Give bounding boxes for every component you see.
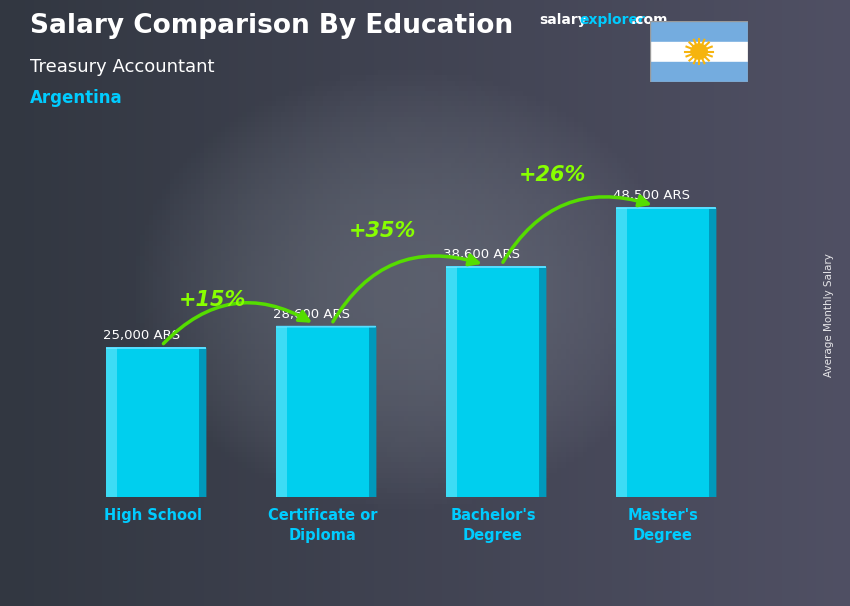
Text: Treasury Accountant: Treasury Accountant [30,58,214,76]
FancyBboxPatch shape [446,267,457,497]
Text: 25,000 ARS: 25,000 ARS [103,329,180,342]
Polygon shape [540,267,546,497]
Text: .com: .com [631,13,668,27]
Text: salary: salary [540,13,587,27]
FancyBboxPatch shape [106,348,200,497]
FancyBboxPatch shape [276,327,370,497]
Bar [650,21,748,42]
Polygon shape [710,208,716,497]
Polygon shape [200,348,206,497]
FancyBboxPatch shape [446,267,540,497]
Bar [650,62,748,82]
Text: Salary Comparison By Education: Salary Comparison By Education [30,13,513,39]
FancyBboxPatch shape [616,208,710,497]
Text: 38,600 ARS: 38,600 ARS [443,248,520,261]
Text: 48,500 ARS: 48,500 ARS [613,189,690,202]
FancyBboxPatch shape [276,327,287,497]
Polygon shape [370,327,376,497]
Circle shape [691,44,707,59]
Text: Argentina: Argentina [30,89,122,107]
Text: explorer: explorer [580,13,646,27]
Text: +26%: +26% [518,165,586,185]
Text: +35%: +35% [348,221,416,241]
Text: +15%: +15% [178,290,246,310]
Text: Average Monthly Salary: Average Monthly Salary [824,253,834,377]
Bar [650,41,748,62]
FancyBboxPatch shape [106,348,117,497]
FancyBboxPatch shape [616,208,627,497]
Text: 28,600 ARS: 28,600 ARS [273,308,350,321]
